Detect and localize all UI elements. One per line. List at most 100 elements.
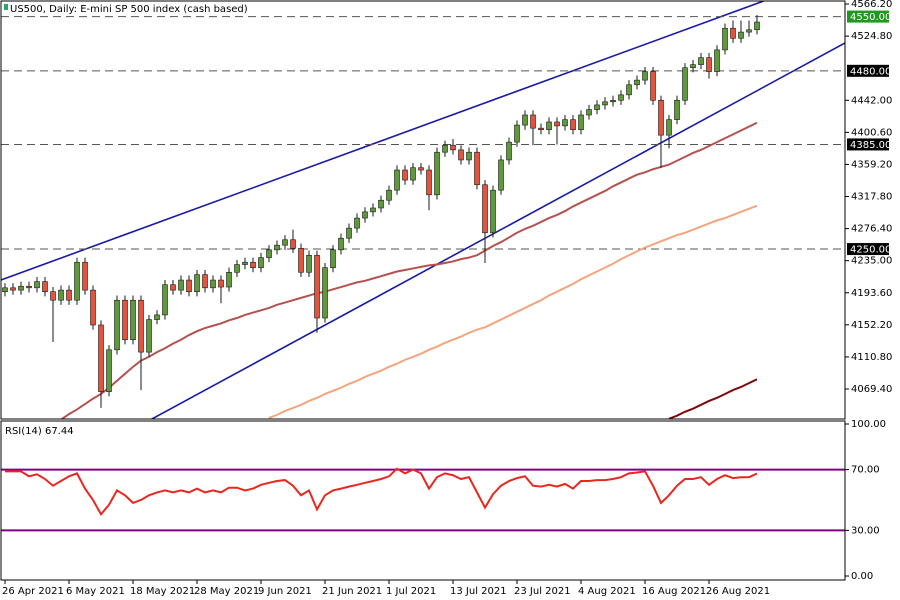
candle-body [178, 279, 184, 291]
candle-body [242, 261, 248, 265]
candle-body [90, 289, 96, 326]
candle-body [474, 151, 480, 186]
x-tick-label: 26 Aug 2021 [706, 586, 770, 597]
candle-body [274, 244, 280, 251]
candle-body [82, 261, 88, 291]
candle-body [458, 149, 464, 161]
candle-body [482, 184, 488, 234]
candle-body [658, 99, 664, 136]
moving-average [60, 121, 758, 419]
rsi-panel [1, 467, 845, 532]
candle-body [186, 279, 192, 292]
candle-body [66, 289, 72, 301]
candle-body [282, 239, 288, 246]
candle-body [498, 159, 504, 191]
candle-body [354, 217, 360, 229]
y-tick-label: 4193.60 [851, 288, 892, 299]
candle-body [378, 199, 384, 209]
y-tick-label: 4400.60 [851, 127, 892, 138]
candle-body [706, 57, 712, 72]
price-frame [0, 0, 846, 420]
candle-body [362, 211, 368, 219]
candle-body [466, 151, 472, 161]
rsi-tick-label: 70.00 [851, 465, 880, 476]
candle-body [626, 84, 632, 96]
candle-body [666, 119, 672, 136]
candle-body [138, 299, 144, 353]
candle-body [170, 284, 176, 291]
candle-body [330, 249, 336, 268]
candle-body [682, 67, 688, 101]
candle-body [426, 169, 432, 196]
candle-body [402, 169, 408, 181]
level-label-box [847, 10, 889, 23]
candle-body [522, 114, 528, 126]
candle-body [618, 94, 624, 101]
candle-body [594, 104, 600, 110]
x-tick-label: 6 May 2021 [66, 586, 125, 597]
candle-body [250, 261, 256, 268]
rsi-tick-label: 30.00 [851, 525, 880, 536]
candle-body [714, 49, 720, 72]
x-tick-label: 16 Aug 2021 [642, 586, 706, 597]
y-tick-label: 4276.40 [851, 224, 892, 235]
candle-body [650, 71, 656, 101]
candle-body [570, 119, 576, 131]
y-tick-label: 4442.00 [851, 95, 892, 106]
candle-body [418, 167, 424, 171]
candle-body [266, 249, 272, 258]
candle-body [122, 299, 128, 341]
candle-body [562, 119, 568, 127]
candle-body [42, 281, 48, 292]
candle-body [18, 285, 24, 291]
candle-body [234, 264, 240, 273]
x-tick-label: 9 Jun 2021 [258, 586, 312, 597]
candle-body [58, 289, 64, 301]
candle-body [642, 71, 648, 81]
x-tick-label: 21 Jun 2021 [322, 586, 382, 597]
candle-body [690, 64, 696, 69]
x-tick-label: 26 Apr 2021 [2, 586, 64, 597]
y-tick-label: 4235.00 [851, 256, 892, 267]
symbol-icon [4, 4, 8, 10]
rsi-tick-label: 0.00 [851, 571, 873, 582]
candle-body [130, 299, 136, 341]
candle-body [314, 254, 320, 319]
candle-body [602, 101, 608, 106]
candle-body [586, 109, 592, 116]
rsi-title: RSI(14) 67.44 [5, 426, 74, 437]
candle-body [698, 57, 704, 65]
candle-body [394, 169, 400, 191]
candle-body [506, 141, 512, 161]
y-tick-label: 4359.20 [851, 159, 892, 170]
candle-body [386, 189, 392, 201]
candle-body [754, 21, 760, 31]
candle-body [554, 121, 560, 127]
candle-body [410, 167, 416, 181]
candle-body [546, 121, 552, 131]
x-tick-label: 23 Jul 2021 [514, 586, 571, 597]
candle-body [538, 127, 544, 131]
candle-body [154, 314, 160, 320]
candle-body [746, 29, 752, 33]
candle-body [514, 124, 520, 143]
level-label-box [847, 64, 889, 77]
candle-body [490, 189, 496, 234]
candle-body [738, 31, 744, 39]
rsi-frame [0, 420, 846, 581]
candle-body [610, 99, 616, 103]
level-label-box [847, 138, 889, 151]
candle-body [322, 267, 328, 319]
candle-body [722, 27, 728, 51]
candle-body [578, 114, 584, 131]
candle-body [162, 284, 168, 316]
x-tick-label: 28 May 2021 [194, 586, 259, 597]
x-tick-label: 1 Jul 2021 [386, 586, 436, 597]
candle-body [530, 114, 536, 129]
candle-body [674, 99, 680, 120]
candle-body [114, 299, 120, 351]
